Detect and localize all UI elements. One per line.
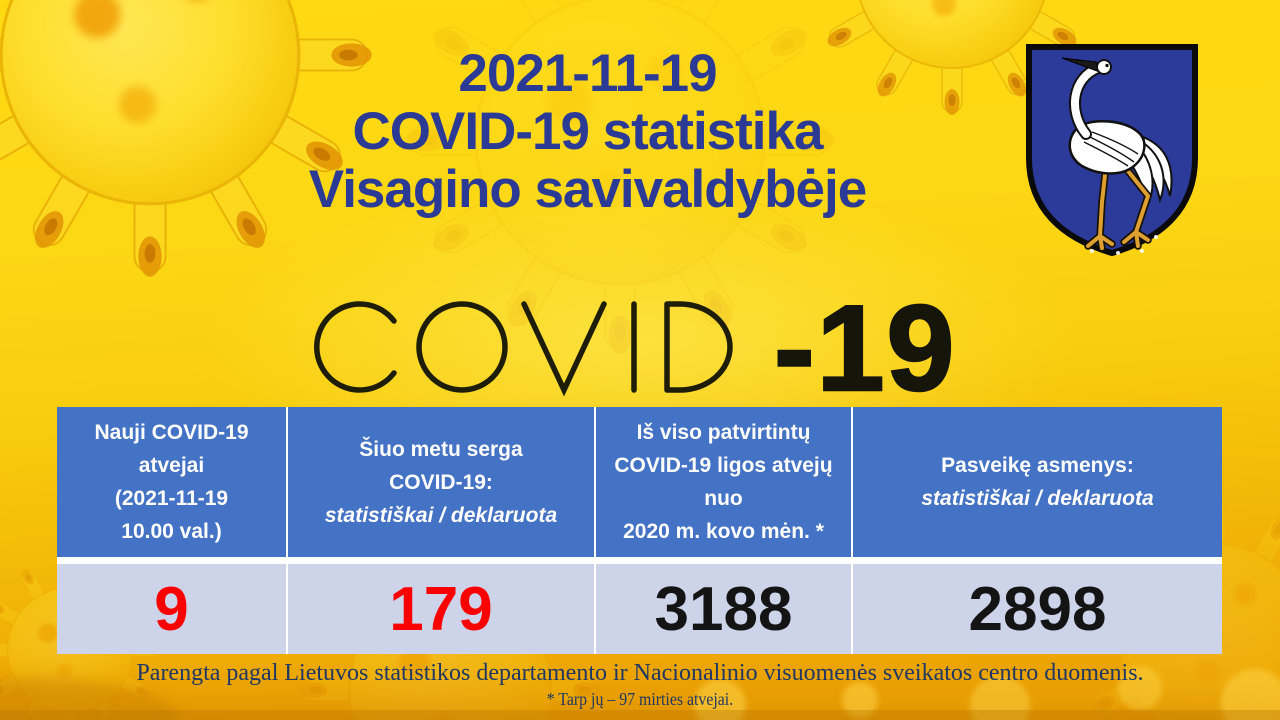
title-municipality: Visagino savivaldybėje bbox=[308, 160, 867, 219]
footer-source-line: Parengta pagal Lietuvos statistikos depa… bbox=[136, 660, 1144, 686]
crane-legs bbox=[1084, 162, 1152, 252]
stats-table: Nauji COVID-19 atvejai (2021-11-19 10.00… bbox=[57, 407, 1222, 654]
footer: Parengta pagal Lietuvos statistikos depa… bbox=[0, 658, 1280, 710]
header-italic-line: statistiškai / deklaruota bbox=[921, 487, 1154, 510]
covid-outline-letters bbox=[314, 301, 733, 397]
header-cell-recovered: Pasveikę asmenys: statistiškai / deklaru… bbox=[853, 407, 1222, 557]
header-italic-line: statistiškai / deklaruota bbox=[324, 503, 558, 527]
value-recovered: 2898 bbox=[853, 564, 1222, 654]
header-line: COVID-19 ligos atvejų bbox=[614, 454, 833, 477]
title-date: 2021-11-19 bbox=[458, 44, 717, 103]
header-cell-currently-ill: Šiuo metu serga COVID-19: statistiškai /… bbox=[288, 407, 594, 557]
header-line: COVID-19: bbox=[389, 470, 493, 494]
header-line: 2020 m. kovo mėn. * bbox=[623, 520, 824, 543]
footer-note-line: * Tarp jų – 97 mirties atvejai. bbox=[546, 689, 734, 709]
header-line: nuo bbox=[704, 487, 743, 510]
header-cell-total-confirmed: Iš viso patvirtintų COVID-19 ligos atvej… bbox=[596, 407, 851, 557]
crane-wing-lines bbox=[1083, 131, 1139, 167]
header-line: 10.00 val.) bbox=[121, 520, 222, 543]
header-line: Šiuo metu serga bbox=[359, 437, 523, 461]
page-title: 2021-11-19 COVID-19 statistika Visagino … bbox=[0, 45, 1175, 219]
header-line: (2021-11-19 bbox=[114, 487, 229, 510]
header-line: Nauji COVID-19 bbox=[94, 421, 249, 444]
title-subject: COVID-19 statistika bbox=[352, 102, 824, 161]
covid19-bold-suffix: -19 bbox=[774, 296, 956, 398]
value-currently-ill: 179 bbox=[288, 564, 594, 654]
header-line: Iš viso patvirtintų bbox=[636, 421, 811, 444]
crane-droplets bbox=[1090, 235, 1158, 255]
header-line: Pasveikę asmenys: bbox=[941, 454, 1134, 477]
header-line: atvejai bbox=[138, 454, 205, 477]
covid19-logo: COVID-19 -19 bbox=[314, 296, 956, 398]
visaginas-coat-of-arms-icon bbox=[1026, 44, 1198, 257]
header-cell-new-cases: Nauji COVID-19 atvejai (2021-11-19 10.00… bbox=[57, 407, 286, 557]
value-new-cases: 9 bbox=[57, 564, 286, 654]
value-total-confirmed: 3188 bbox=[596, 564, 851, 654]
crane-neck-head bbox=[1061, 57, 1112, 140]
